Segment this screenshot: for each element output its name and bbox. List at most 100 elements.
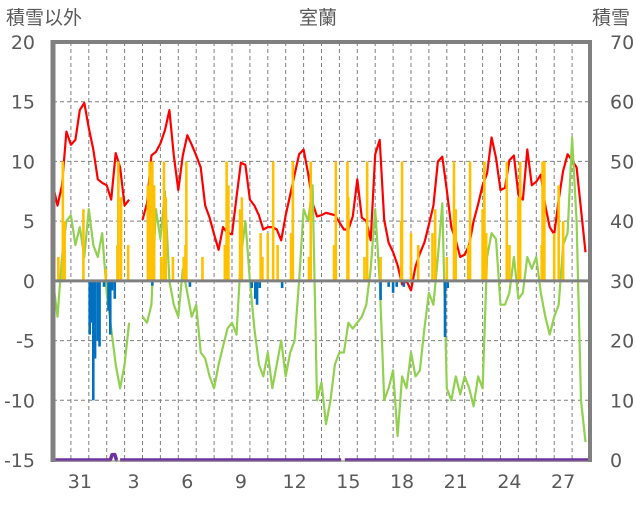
right-tick-label: 60 [610,92,634,114]
x-tick-label: 3 [128,471,140,493]
x-tick-label: 6 [181,471,193,493]
yellow-bar [541,161,544,281]
left-tick-label: -15 [4,450,35,472]
plot-area [51,101,590,462]
snow-depth-line [53,452,590,462]
yellow-bar [159,256,163,281]
blue-bar [395,280,398,287]
left-tick-label: 5 [23,211,35,233]
yellow-bar [468,161,472,281]
yellow-bar [363,256,366,281]
right-tick-label: 30 [610,271,634,293]
yellow-bar [201,256,204,281]
right-tick-label: 50 [610,151,634,173]
yellow-bar [561,221,565,281]
gridlines [53,42,590,460]
blue-bar [379,280,382,300]
yellow-bar [291,161,295,281]
yellow-bar [484,233,488,281]
yellow-bar [400,161,404,281]
x-tick-label: 27 [551,471,575,493]
yellow-bar [146,185,150,281]
yellow-bar [240,197,244,281]
yellow-bar [162,161,166,281]
yellow-bar [225,161,228,281]
yellow-bar [379,256,382,281]
x-tick-label: 12 [283,471,307,493]
red-line [51,101,587,292]
yellow-bar [543,161,546,281]
yellow-bar [483,161,486,281]
yellow-bar [508,245,511,281]
yellow-bar [82,209,85,281]
blue-bar [110,280,114,291]
yellow-bar [223,245,227,281]
yellow-bar [148,161,151,281]
blue-bar [255,280,259,305]
right-tick-label: 0 [610,450,622,472]
yellow-bar [481,209,484,281]
yellow-bar [271,161,275,281]
blue-bar [96,280,100,341]
yellow-bar [365,161,369,281]
x-tick-label: 15 [336,471,360,493]
yellow-bar [309,161,313,281]
blue-bar [90,280,93,323]
blue-bar [108,280,112,335]
blue-bar [253,280,257,299]
yellow-bar [171,256,175,281]
yellow-bar [445,256,449,281]
blue-bar [446,280,449,289]
blue-bar [387,280,390,287]
blue-bar [443,280,447,337]
right-tick-label: 40 [610,211,634,233]
left-tick-label: 20 [11,32,35,54]
right-axis-label: 積雪 [592,7,630,29]
blue-bar [280,280,284,289]
yellow-bar [238,209,242,281]
right-tick-label: 20 [610,331,634,353]
yellow-bar [454,209,458,281]
x-tick-label: 9 [235,471,247,493]
blue-bar [391,280,395,293]
blue-bar [91,280,95,401]
right-tick-label: 10 [610,390,634,412]
yellow-bar [261,256,264,281]
x-tick-label: 24 [497,471,521,493]
yellow-bar [505,161,509,281]
yellow-bar [276,245,279,281]
yellow-bar [104,268,108,281]
yellow-bar [347,197,350,281]
yellow-bar [466,245,470,281]
blue-bar [93,280,97,359]
right-tick-label: 70 [610,32,634,54]
yellow-bar [416,245,420,281]
left-tick-label: 15 [11,92,35,114]
yellow-bar [552,233,556,281]
blue-bar [107,280,110,311]
blue-bar [98,280,101,347]
blue-bar [402,280,406,287]
yellow-bar [517,197,520,281]
x-tick-label: 18 [390,471,414,493]
yellow-bar [152,185,156,281]
yellow-bar [334,161,338,281]
left-tick-label: -5 [16,331,35,353]
yellow-bar [431,233,434,281]
yellow-bar [557,185,560,281]
x-tick-label: 31 [68,471,92,493]
yellow-bar [518,161,522,281]
left-tick-label: 10 [11,151,35,173]
yellow-bar [452,161,456,281]
yellow-bar [117,161,120,281]
blue-bar [188,280,192,287]
x-tick-label: 21 [444,471,468,493]
blue-bar [250,280,253,289]
yellow-bar [289,233,293,281]
blue-bar [113,280,117,299]
yellow-bar [126,245,130,281]
yellow-bar [259,233,262,281]
yellow-bar [57,256,60,281]
